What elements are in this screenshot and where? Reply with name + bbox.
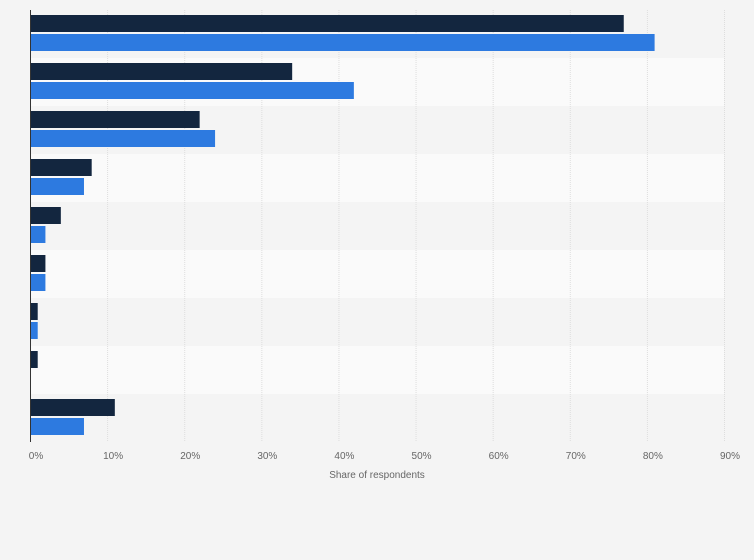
bar: [30, 178, 84, 195]
bar: [30, 418, 84, 435]
bar: [30, 399, 115, 416]
x-tick-label: 80%: [643, 451, 663, 462]
bar: [30, 63, 293, 80]
row-bands: [30, 10, 724, 442]
bar: [30, 255, 46, 272]
x-tick-label: 60%: [489, 451, 509, 462]
bar: [30, 15, 624, 32]
bar: [30, 82, 354, 99]
bar: [30, 351, 38, 368]
bars: [30, 15, 655, 435]
bar: [30, 130, 216, 147]
row-band: [30, 154, 724, 202]
bar: [30, 207, 61, 224]
row-band: [30, 298, 724, 346]
x-tick-label: 50%: [412, 451, 432, 462]
bar: [30, 226, 46, 243]
bar: [30, 34, 655, 51]
x-tick-label: 0%: [29, 451, 44, 462]
bar: [30, 322, 38, 339]
x-tick-label: 10%: [103, 451, 123, 462]
x-tick-label: 30%: [257, 451, 277, 462]
row-band: [30, 394, 724, 442]
x-axis-ticks: 0% 10% 20% 30% 40% 50% 60% 70% 80% 90%: [29, 451, 740, 462]
x-tick-label: 90%: [720, 451, 740, 462]
x-tick-label: 20%: [180, 451, 200, 462]
row-band: [30, 346, 724, 394]
bar: [30, 159, 92, 176]
bar: [30, 111, 200, 128]
row-band: [30, 202, 724, 250]
bar: [30, 274, 46, 291]
x-axis-title: Share of respondents: [329, 470, 425, 481]
x-tick-label: 40%: [334, 451, 354, 462]
x-tick-label: 70%: [566, 451, 586, 462]
bar: [30, 303, 38, 320]
row-band: [30, 250, 724, 298]
